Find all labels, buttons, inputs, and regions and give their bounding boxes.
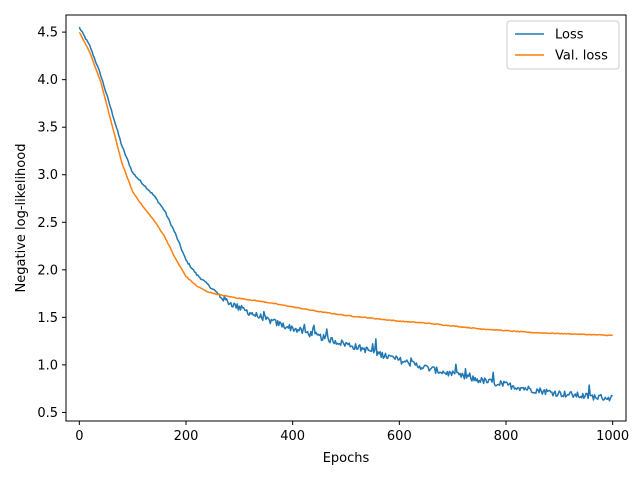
y-tick-label: 2.5	[37, 216, 58, 231]
x-axis: 0 200 400 600 800 1000	[75, 421, 629, 444]
legend: Loss Val. loss	[506, 20, 620, 70]
y-axis-title: Negative log-likelihood	[14, 144, 29, 293]
x-tick-label: 600	[387, 429, 412, 444]
x-tick-label: 1000	[596, 429, 629, 444]
y-tick-label: 4.5	[37, 26, 58, 41]
plot-frame	[65, 14, 627, 422]
x-axis-title: Epochs	[323, 451, 370, 466]
y-tick-label: 0.5	[37, 406, 58, 421]
y-tick-label: 1.5	[37, 311, 58, 326]
x-tick-label: 200	[174, 429, 199, 444]
series-line-loss	[78, 26, 613, 402]
legend-box	[506, 20, 620, 70]
legend-label-val-loss: Val. loss	[555, 49, 608, 64]
y-axis: 0.5 1.0 1.5 2.0 2.5 3.0 3.5 4.0 4.5	[37, 26, 66, 421]
series-line-val-loss	[78, 32, 613, 337]
y-tick-label: 1.0	[37, 358, 58, 373]
x-tick-label: 400	[280, 429, 305, 444]
x-tick-label: 800	[494, 429, 519, 444]
y-tick-label: 2.0	[37, 263, 58, 278]
legend-label-loss: Loss	[555, 28, 584, 43]
x-tick-label: 0	[75, 429, 83, 444]
y-tick-label: 3.5	[37, 121, 58, 136]
y-tick-label: 3.0	[37, 168, 58, 183]
y-tick-label: 4.0	[37, 73, 58, 88]
plot-area	[66, 15, 626, 421]
series-layer	[78, 26, 613, 402]
